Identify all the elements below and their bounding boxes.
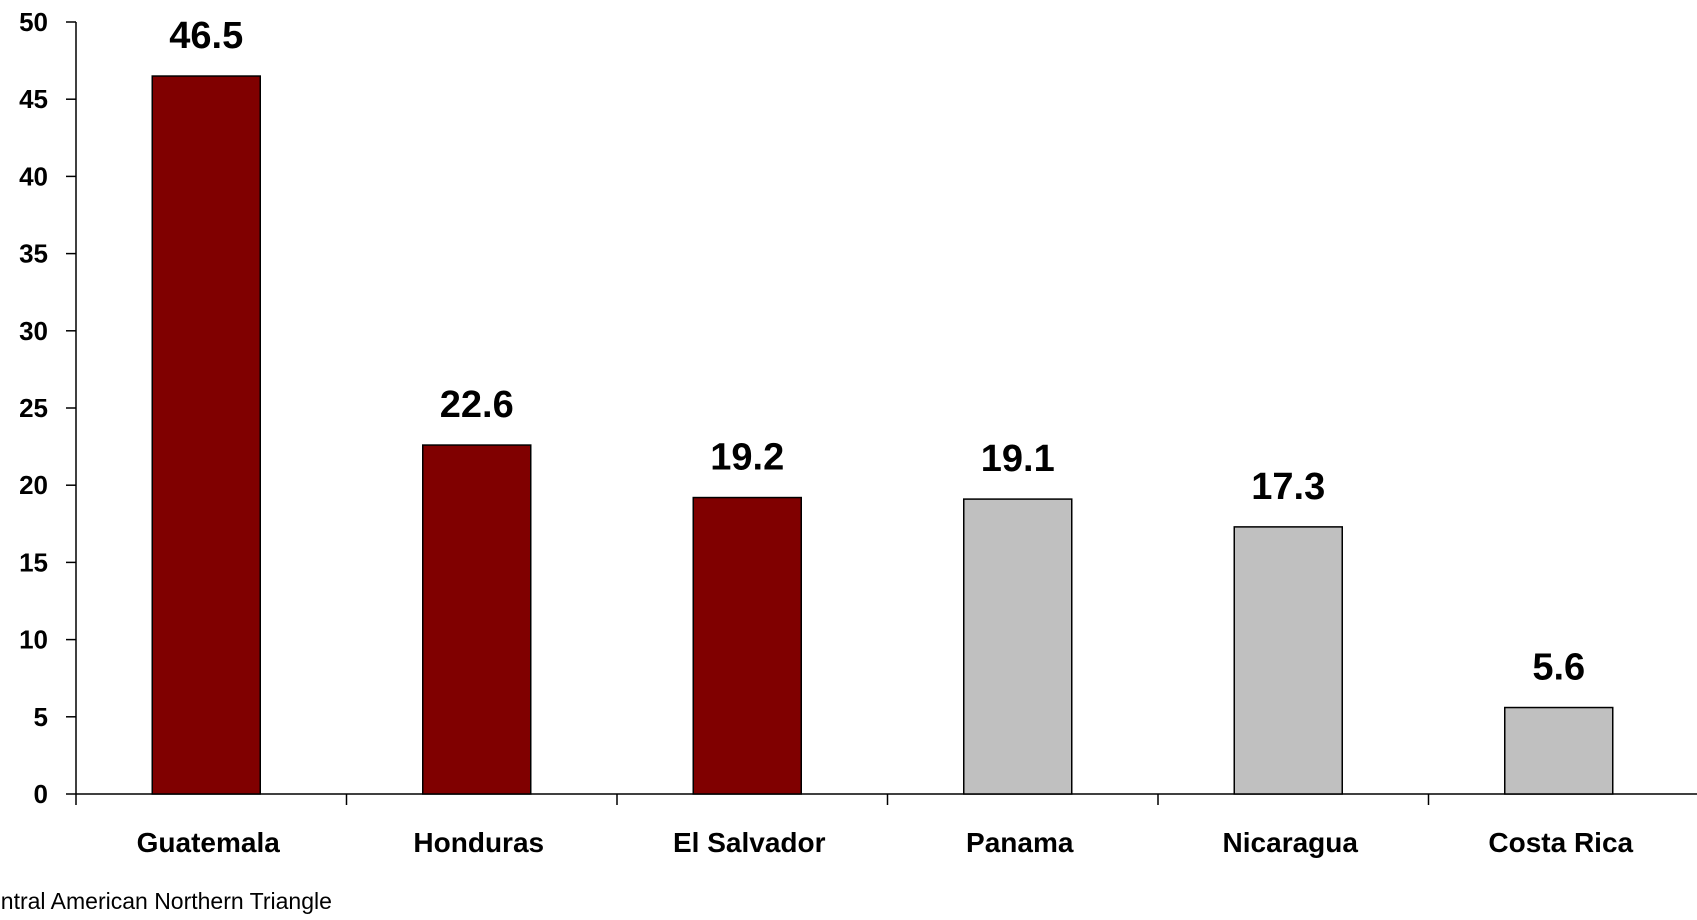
bars: [151, 75, 1614, 795]
y-tick-label: 10: [19, 625, 48, 655]
x-category-label: Nicaragua: [1223, 827, 1359, 858]
data-label: 46.5: [169, 15, 243, 57]
bar-guatemala: [151, 75, 261, 795]
bar-nicaragua: [1233, 526, 1343, 795]
x-category-label: Panama: [966, 827, 1074, 858]
y-tick-label: 5: [34, 702, 48, 732]
data-label: 5.6: [1532, 647, 1585, 689]
footnote: entral American Northern Triangle: [0, 888, 332, 914]
x-category-label: El Salvador: [673, 827, 826, 858]
y-tick-label: 20: [19, 470, 48, 500]
data-label: 22.6: [440, 384, 514, 426]
y-axis: 0 5 10 15 20 25 30 35 40 45 50: [19, 7, 77, 809]
data-label: 17.3: [1251, 466, 1325, 508]
x-category-label: Costa Rica: [1488, 827, 1633, 858]
bar-chart: 0 5 10 15 20 25 30 35 40 45 50 Guatemala Honduras El…: [19, 7, 1697, 858]
bar-costa-rica: [1504, 706, 1614, 795]
x-category-label: Guatemala: [137, 827, 281, 858]
x-axis: Guatemala Honduras El Salvador Panama Nicara…: [75, 793, 1697, 858]
y-tick-label: 45: [19, 84, 48, 114]
y-tick-label: 35: [19, 239, 48, 269]
y-tick-label: 25: [19, 393, 48, 423]
bar-panama: [963, 498, 1073, 795]
y-tick-label: 40: [19, 161, 48, 191]
y-tick-label: 30: [19, 316, 48, 346]
y-tick-label: 50: [19, 7, 48, 37]
bar-el-salvador: [692, 496, 802, 795]
data-label: 19.2: [710, 437, 784, 479]
x-category-label: Honduras: [413, 827, 544, 858]
y-tick-label: 15: [19, 547, 48, 577]
data-label: 19.1: [981, 438, 1055, 480]
y-tick-label: 0: [34, 779, 48, 809]
bar-honduras: [422, 444, 532, 795]
data-labels: 46.5 22.6 19.2 19.1 17.3 5.6: [169, 15, 1585, 688]
